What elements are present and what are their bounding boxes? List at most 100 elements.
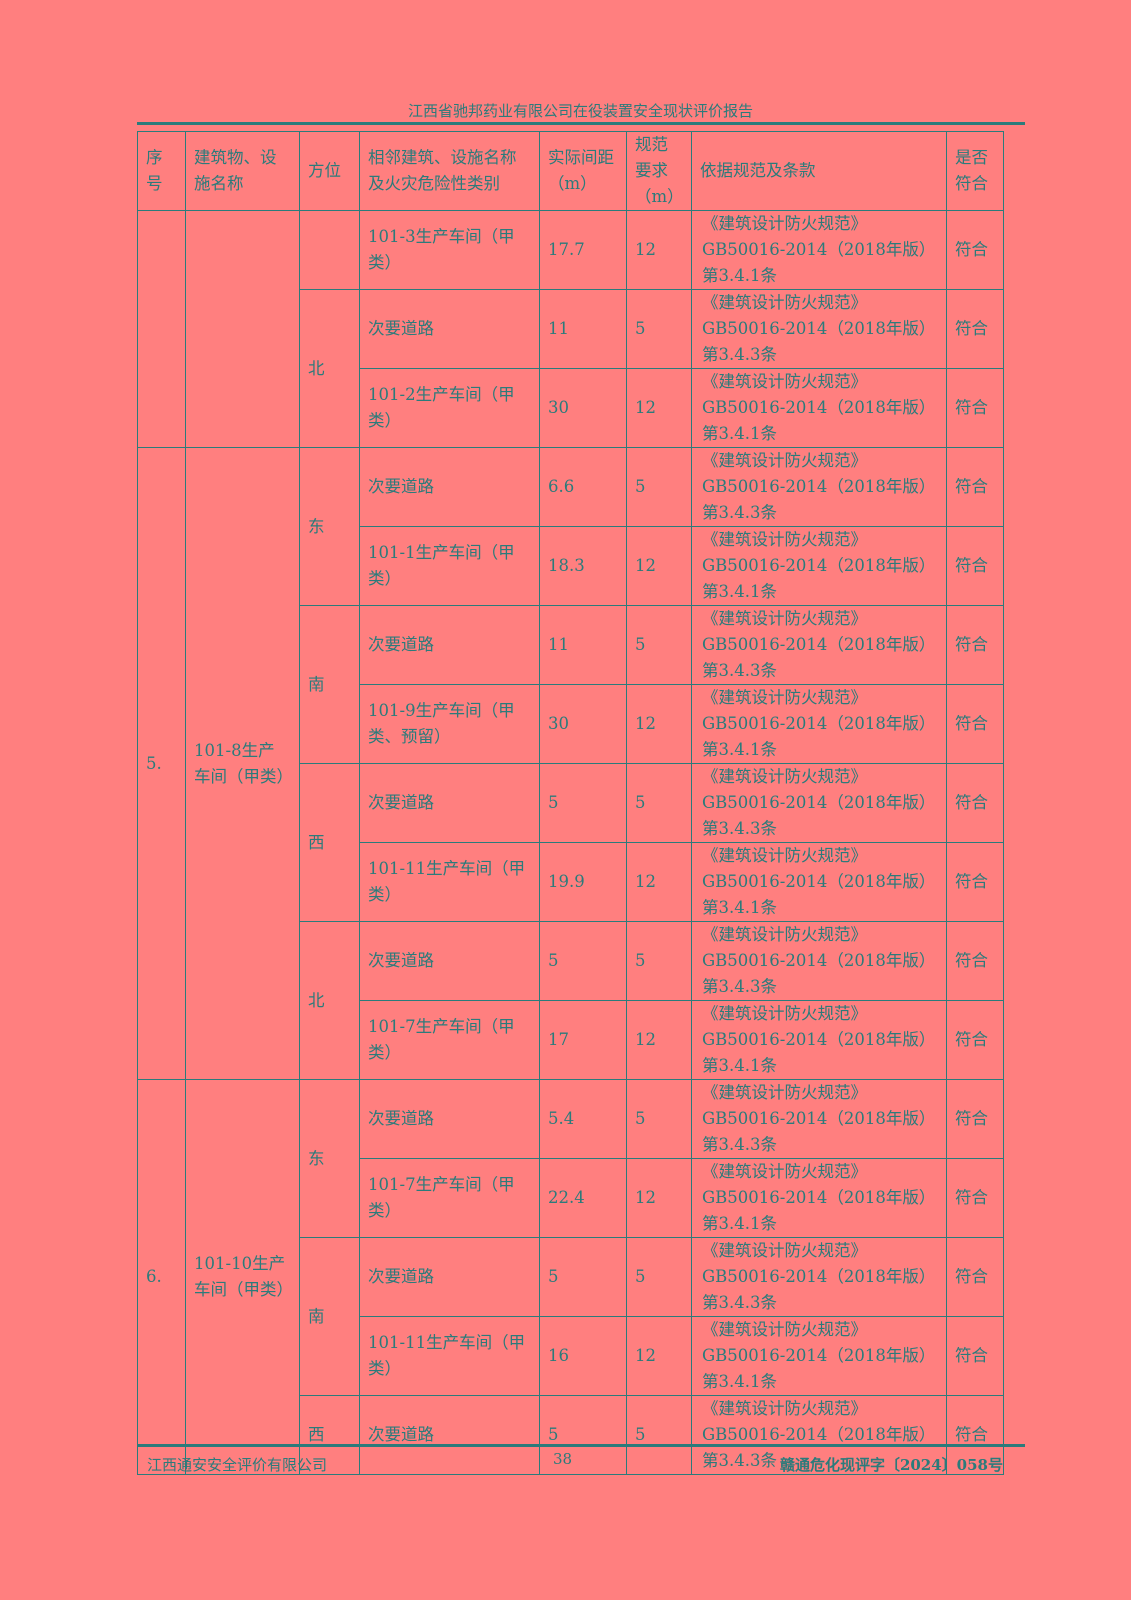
neighbor-cell: 101-11生产车间（甲类） xyxy=(359,1316,540,1396)
table-row: 南次要道路 11 5 《建筑设计防火规范》 GB50016-2014（2018年版） 第3… xyxy=(138,605,1004,764)
basis-clause: 第3.4.3条 xyxy=(702,661,777,680)
required-distance-cell: 12 xyxy=(626,210,692,290)
required-distance-cell: 12 xyxy=(626,842,692,922)
basis-code: GB50016-2014（2018年版） xyxy=(702,1346,936,1365)
building-name-cell xyxy=(185,210,300,448)
col-header-seq: 序号 xyxy=(137,131,186,211)
neighbor-cell: 101-7生产车间（甲类） xyxy=(359,1158,540,1238)
required-distance-cell: 5 xyxy=(626,1395,692,1475)
basis-title: 《建筑设计防火规范》 xyxy=(702,451,867,470)
basis-code: GB50016-2014（2018年版） xyxy=(702,1109,936,1128)
seq-cell: 5. xyxy=(137,447,186,1080)
basis-cell: 《建筑设计防火规范》 GB50016-2014（2018年版） 第3.4.3条 xyxy=(691,605,947,685)
required-distance-cell: 5 xyxy=(626,1079,692,1159)
actual-distance-cell: 30 xyxy=(539,368,627,448)
basis-cell: 《建筑设计防火规范》 GB50016-2014（2018年版） 第3.4.1条 xyxy=(691,368,947,448)
basis-cell: 《建筑设计防火规范》 GB50016-2014（2018年版） 第3.4.3条 xyxy=(691,1237,947,1317)
actual-distance-cell: 22.4 xyxy=(539,1158,627,1238)
basis-clause: 第3.4.1条 xyxy=(702,1214,777,1233)
col-header-actual: 实际间距（m） xyxy=(539,131,627,211)
table-row: 101-11生产车间（甲类） 19.9 12 《建筑设计防火规范》 GB50016-20… xyxy=(138,842,1004,922)
col-header-direction: 方位 xyxy=(299,131,360,211)
result-cell: 符合 xyxy=(946,368,1004,448)
result-cell: 符合 xyxy=(946,289,1004,369)
basis-cell: 《建筑设计防火规范》 GB50016-2014（2018年版） 第3.4.1条 xyxy=(691,684,947,764)
report-title: 江西省驰邦药业有限公司在役装置安全现状评价报告 xyxy=(407,102,753,120)
table-row: 101-7生产车间（甲类） 22.4 12 《建筑设计防火规范》 GB50016-201… xyxy=(138,1158,1004,1238)
result-cell: 符合 xyxy=(946,1000,1004,1080)
basis-title: 《建筑设计防火规范》 xyxy=(702,925,867,944)
col-header-required: 规范要求（m） xyxy=(626,131,692,211)
result-cell: 符合 xyxy=(946,447,1004,527)
page-number: 38 xyxy=(553,1450,573,1468)
actual-distance-cell: 19.9 xyxy=(539,842,627,922)
basis-code: GB50016-2014（2018年版） xyxy=(702,635,936,654)
table-row: 101-7生产车间（甲类） 17 12 《建筑设计防火规范》 GB50016-2014（… xyxy=(138,1000,1004,1080)
actual-distance-cell: 18.3 xyxy=(539,526,627,606)
footer-rule xyxy=(137,1444,1025,1447)
result-cell: 符合 xyxy=(946,921,1004,1001)
col-header-result: 是否符合 xyxy=(946,131,1004,211)
basis-code: GB50016-2014（2018年版） xyxy=(702,398,936,417)
basis-clause: 第3.4.1条 xyxy=(702,424,777,443)
basis-code: GB50016-2014（2018年版） xyxy=(702,872,936,891)
direction-cell: 西 xyxy=(299,763,360,922)
table-header-row: 序号 建筑物、设施名称 方位 相邻建筑、设施名称及火灾危险性类别 实际间距（m）… xyxy=(137,131,1004,211)
basis-cell: 《建筑设计防火规范》 GB50016-2014（2018年版） 第3.4.3条 xyxy=(691,447,947,527)
basis-clause: 第3.4.3条 xyxy=(702,345,777,364)
direction-cell: 东 xyxy=(299,1079,360,1238)
basis-code: GB50016-2014（2018年版） xyxy=(702,1188,936,1207)
basis-code: GB50016-2014（2018年版） xyxy=(702,319,936,338)
basis-clause: 第3.4.3条 xyxy=(702,503,777,522)
direction-cell: 南 xyxy=(299,1237,360,1396)
required-distance-cell: 5 xyxy=(626,605,692,685)
result-cell: 符合 xyxy=(946,605,1004,685)
direction-cell: 南 xyxy=(299,605,360,764)
required-distance-cell: 12 xyxy=(626,526,692,606)
basis-clause: 第3.4.1条 xyxy=(702,582,777,601)
required-distance-cell: 12 xyxy=(626,368,692,448)
basis-cell: 《建筑设计防火规范》 GB50016-2014（2018年版） 第3.4.1条 xyxy=(691,1316,947,1396)
basis-code: GB50016-2014（2018年版） xyxy=(702,793,936,812)
basis-cell: 《建筑设计防火规范》 GB50016-2014（2018年版） 第3.4.3条 xyxy=(691,1395,947,1475)
actual-distance-cell: 17 xyxy=(539,1000,627,1080)
actual-distance-cell: 6.6 xyxy=(539,447,627,527)
actual-distance-cell: 5 xyxy=(539,1237,627,1317)
col-header-basis: 依据规范及条款 xyxy=(691,131,947,211)
neighbor-cell: 101-3生产车间（甲类） xyxy=(359,210,540,290)
result-cell: 符合 xyxy=(946,842,1004,922)
col-header-neighbor: 相邻建筑、设施名称及火灾危险性类别 xyxy=(359,131,540,211)
table-row: 101-1生产车间（甲类） 18.3 12 《建筑设计防火规范》 GB50016-201… xyxy=(138,526,1004,606)
basis-code: GB50016-2014（2018年版） xyxy=(702,477,936,496)
result-cell: 符合 xyxy=(946,210,1004,290)
basis-title: 《建筑设计防火规范》 xyxy=(702,530,867,549)
direction-cell: 东 xyxy=(299,447,360,606)
basis-cell: 《建筑设计防火规范》 GB50016-2014（2018年版） 第3.4.1条 xyxy=(691,842,947,922)
required-distance-cell: 5 xyxy=(626,1237,692,1317)
required-distance-cell: 12 xyxy=(626,1316,692,1396)
seq-cell: 6. xyxy=(137,1079,186,1475)
neighbor-cell: 次要道路 xyxy=(359,921,540,1001)
actual-distance-cell: 30 xyxy=(539,684,627,764)
required-distance-cell: 5 xyxy=(626,289,692,369)
table-row: 南次要道路 5 5 《建筑设计防火规范》 GB50016-2014（2018年版） 第3.… xyxy=(138,1237,1004,1396)
basis-code: GB50016-2014（2018年版） xyxy=(702,1267,936,1286)
basis-cell: 《建筑设计防火规范》 GB50016-2014（2018年版） 第3.4.3条 xyxy=(691,763,947,843)
required-distance-cell: 5 xyxy=(626,921,692,1001)
neighbor-cell: 101-9生产车间（甲类、预留） xyxy=(359,684,540,764)
basis-title: 《建筑设计防火规范》 xyxy=(702,688,867,707)
result-cell: 符合 xyxy=(946,684,1004,764)
basis-cell: 《建筑设计防火规范》 GB50016-2014（2018年版） 第3.4.1条 xyxy=(691,526,947,606)
basis-title: 《建筑设计防火规范》 xyxy=(702,372,867,391)
basis-title: 《建筑设计防火规范》 xyxy=(702,1241,867,1260)
required-distance-cell: 5 xyxy=(626,447,692,527)
result-cell: 符合 xyxy=(946,526,1004,606)
result-cell: 符合 xyxy=(946,1316,1004,1396)
basis-code: GB50016-2014（2018年版） xyxy=(702,1030,936,1049)
neighbor-cell: 次要道路 xyxy=(359,605,540,685)
actual-distance-cell: 5.4 xyxy=(539,1079,627,1159)
basis-code: GB50016-2014（2018年版） xyxy=(702,556,936,575)
table-row: 5. 101-8生产车间（甲类）东次要道路 6.6 5 《建筑设计防火规范》 GB5001… xyxy=(137,447,1004,1080)
neighbor-cell: 101-11生产车间（甲类） xyxy=(359,842,540,922)
result-cell: 符合 xyxy=(946,1395,1004,1475)
